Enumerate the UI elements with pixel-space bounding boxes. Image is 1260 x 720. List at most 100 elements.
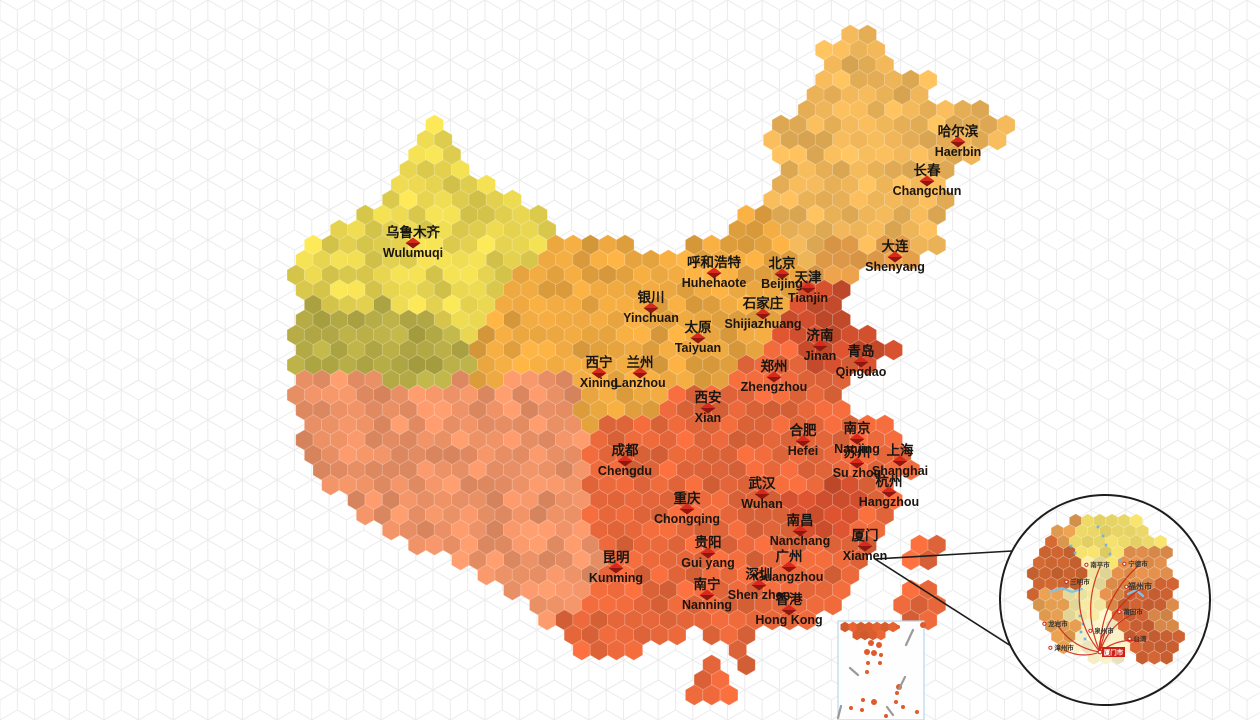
city-xiamen[interactable]: 厦门 Xiamen	[843, 527, 887, 563]
city-nanjing[interactable]: 南京 Nanjing	[834, 420, 880, 456]
city-marker-icon-shadow	[608, 568, 624, 574]
city-name-cn: 贵阳	[695, 534, 722, 550]
city-taiyuan[interactable]: 太原 Taiyuan	[675, 319, 721, 355]
nine-dash-segment	[897, 675, 907, 691]
sea-island-hex	[848, 621, 858, 633]
city-kunming[interactable]: 昆明 Kunming	[589, 550, 643, 585]
city-name-cn: 太原	[685, 319, 713, 335]
city-name-en: Xiamen	[843, 549, 887, 563]
sea-island-dot	[896, 625, 900, 629]
inset-river	[1126, 588, 1145, 598]
inset-blue-dot	[1083, 637, 1087, 641]
city-marker-icon-shadow	[795, 441, 811, 447]
city-hefei[interactable]: 合肥 Hefei	[788, 422, 819, 458]
inset-hub-xiamen[interactable]: 厦门市	[1097, 647, 1125, 657]
nine-dash-segment	[885, 705, 895, 717]
city-marker-icon	[643, 302, 659, 308]
city-nanchang[interactable]: 南昌 Nanchang	[770, 512, 830, 548]
city-name-en: Beijing	[761, 277, 803, 291]
city-xian[interactable]: 西安 Xian	[695, 389, 722, 425]
city-labels: 乌鲁木齐 Wulumuqi 哈尔滨 Haerbin 长春 Changchun 大连 Sheny…	[383, 123, 981, 627]
city-name-en: Taiyuan	[675, 341, 721, 355]
city-marker-icon-shadow	[700, 408, 716, 414]
city-beijing[interactable]: 北京 Beijing	[761, 255, 803, 291]
city-nanning[interactable]: 南宁 Nanning	[682, 576, 732, 612]
city-name-en: Hong Kong	[755, 613, 822, 627]
city-wulumuqi[interactable]: 乌鲁木齐 Wulumuqi	[383, 224, 443, 260]
city-shen-zhen[interactable]: 深圳 Shen zhen	[728, 566, 791, 602]
callout-line-upper	[874, 550, 1013, 560]
city-name-en: Nanchang	[770, 534, 830, 548]
city-name-cn: 兰州	[627, 354, 654, 370]
city-gui-yang[interactable]: 贵阳 Gui yang	[681, 534, 734, 570]
inset-city-label: 宁德市	[1128, 559, 1148, 568]
city-jinan[interactable]: 济南 Jinan	[804, 327, 837, 363]
city-guangzhou[interactable]: 广州 Guangzhou	[755, 548, 824, 584]
city-name-en: Nanjing	[834, 442, 880, 456]
magnifier-callout	[874, 494, 1211, 706]
city-name-cn: 成都	[612, 442, 640, 458]
city-name-en: Yinchuan	[623, 311, 679, 325]
city-huhehaote[interactable]: 呼和浩特 Huhehaote	[682, 254, 747, 290]
sea-island-dot	[849, 706, 853, 710]
nine-dash-segment	[848, 666, 860, 677]
city-marker-icon-shadow	[892, 461, 908, 467]
city-zhengzhou[interactable]: 郑州 Zhengzhou	[741, 358, 808, 394]
city-name-cn: 西安	[695, 389, 722, 405]
city-chongqing[interactable]: 重庆 Chongqing	[654, 490, 720, 526]
city-marker-icon-shadow	[781, 567, 797, 573]
city-hangzhou[interactable]: 杭州 Hangzhou	[859, 473, 919, 509]
inset-city-dot	[1048, 645, 1053, 650]
inset-blue-dot	[1101, 534, 1105, 538]
city-chengdu[interactable]: 成都 Chengdu	[598, 442, 652, 478]
city-name-en: Shanghai	[872, 464, 928, 478]
city-marker-icon	[812, 340, 828, 346]
city-marker-icon-shadow	[774, 274, 790, 280]
inset-city[interactable]: 南平市	[1084, 560, 1110, 569]
city-wuhan[interactable]: 武汉 Wuhan	[741, 475, 782, 511]
city-yinchuan[interactable]: 银川 Yinchuan	[623, 289, 679, 325]
city-qingdao[interactable]: 青岛 Qingdao	[836, 343, 887, 379]
sea-island-hex	[868, 629, 878, 641]
city-su-zhou[interactable]: 苏州 Su zhou	[833, 444, 882, 480]
city-shanghai[interactable]: 上海 Shanghai	[872, 442, 928, 478]
city-lanzhou[interactable]: 兰州 Lanzhou	[614, 354, 665, 390]
city-haerbin[interactable]: 哈尔滨 Haerbin	[935, 123, 982, 159]
city-marker-icon-shadow	[857, 546, 873, 552]
inset-blue-dot	[1108, 552, 1112, 556]
city-marker-icon-shadow	[643, 308, 659, 314]
inset-city[interactable]: 福州市	[1124, 581, 1152, 591]
city-name-cn: 大连	[882, 238, 910, 254]
inset-city[interactable]: 龙岩市	[1042, 619, 1068, 628]
city-name-cn: 深圳	[746, 566, 773, 582]
inset-city[interactable]: 台湾	[1127, 634, 1147, 643]
city-name-cn: 天津	[795, 269, 823, 285]
inset-city[interactable]: 泉州市	[1088, 626, 1114, 635]
city-marker-icon	[700, 547, 716, 553]
city-name-cn: 郑州	[761, 358, 788, 374]
inset-city[interactable]: 莆田市	[1117, 607, 1143, 616]
inset-hub-label-box	[1102, 647, 1125, 657]
city-changchun[interactable]: 长春 Changchun	[893, 162, 962, 198]
city-shijiazhuang[interactable]: 石家庄 Shijiazhuang	[724, 295, 801, 331]
city-hong-kong[interactable]: 香港 Hong Kong	[755, 591, 822, 627]
city-name-cn: 上海	[887, 442, 915, 458]
flight-curve	[1057, 625, 1101, 653]
city-tianjin[interactable]: 天津 Tianjin	[788, 269, 828, 305]
sea-island-hex	[852, 629, 862, 641]
city-shenyang[interactable]: 大连 Shenyang	[865, 238, 925, 274]
inset-city[interactable]: 漳州市	[1048, 643, 1074, 652]
sea-island-dot	[884, 714, 888, 718]
sea-island-hex	[860, 629, 870, 641]
city-marker-icon-shadow	[405, 243, 421, 249]
city-name-cn: 南京	[844, 420, 871, 436]
inset-city[interactable]: 宁德市	[1122, 559, 1148, 568]
city-marker-icon	[795, 435, 811, 441]
city-marker-icon-shadow	[781, 610, 797, 616]
inset-city[interactable]: 三明市	[1064, 577, 1090, 586]
city-name-cn: 青岛	[848, 343, 875, 359]
city-marker-icon	[781, 604, 797, 610]
city-marker-icon	[849, 457, 865, 463]
sea-island-hex	[880, 621, 890, 633]
city-xining[interactable]: 西宁 Xining	[580, 354, 618, 390]
